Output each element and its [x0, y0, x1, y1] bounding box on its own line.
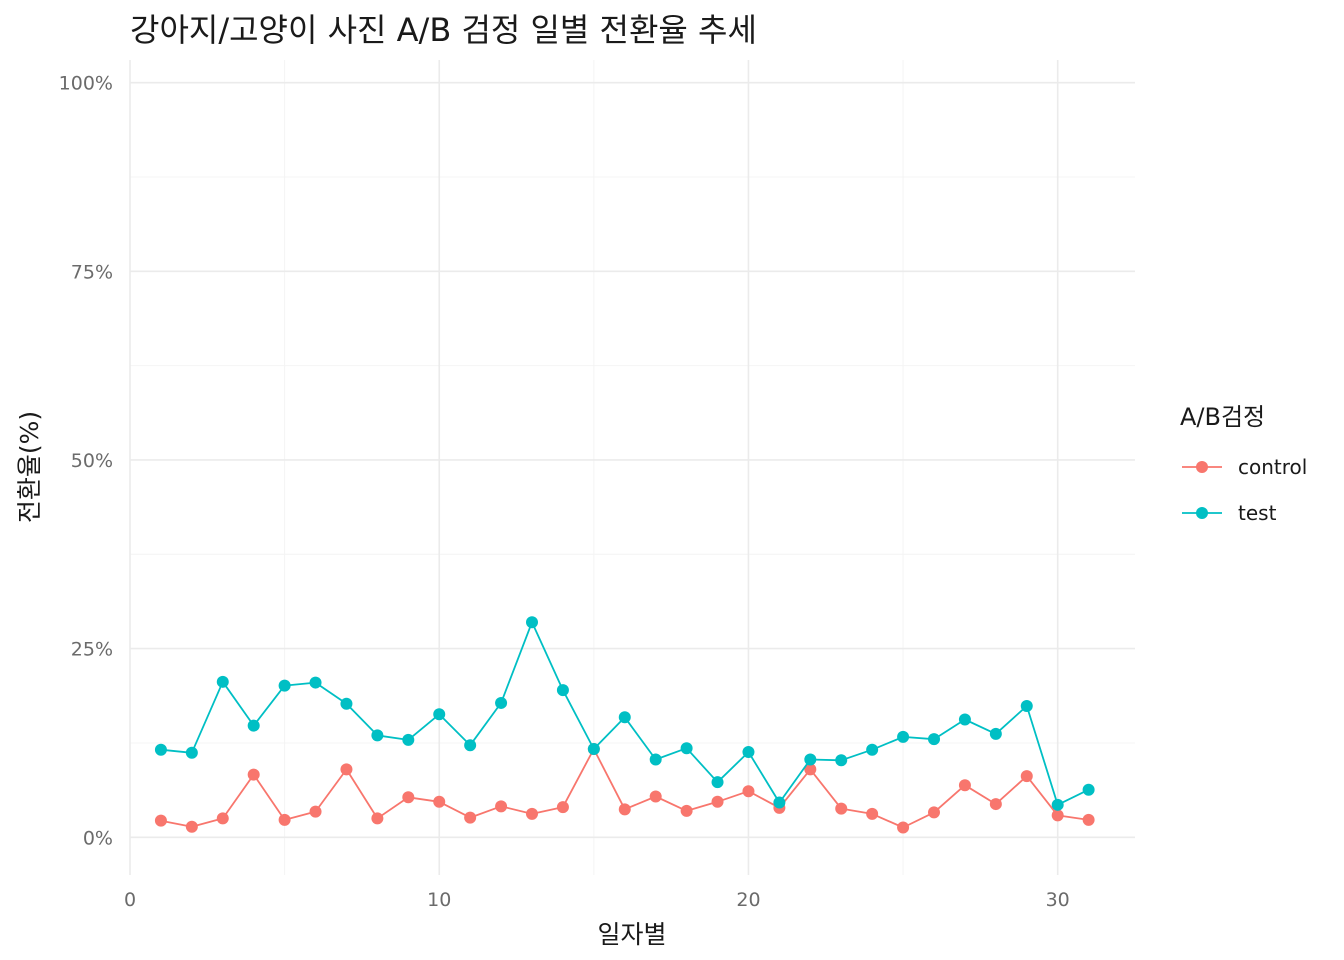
point-test — [309, 676, 322, 689]
point-control — [649, 790, 662, 803]
point-test — [154, 743, 167, 756]
point-test — [649, 753, 662, 766]
point-control — [835, 802, 848, 815]
point-control — [1051, 809, 1064, 822]
point-test — [278, 679, 291, 692]
x-tick-label: 10 — [427, 889, 451, 911]
y-tick-label: 0% — [83, 827, 113, 849]
point-test — [680, 742, 693, 755]
point-control — [897, 821, 910, 834]
point-control — [680, 804, 693, 817]
point-test — [371, 729, 384, 742]
point-test — [618, 711, 631, 724]
point-test — [495, 696, 508, 709]
y-tick-label: 25% — [71, 639, 113, 661]
point-control — [371, 812, 384, 825]
x-tick-label: 30 — [1046, 889, 1070, 911]
point-control — [185, 820, 198, 833]
point-control — [340, 763, 353, 776]
point-control — [618, 803, 631, 816]
series-line-control — [160, 748, 1089, 829]
point-control — [433, 795, 446, 808]
point-control — [247, 768, 260, 781]
point-control — [495, 800, 508, 813]
y-tick-label: 50% — [71, 450, 113, 472]
point-control — [804, 763, 817, 776]
point-control — [958, 779, 971, 792]
point-control — [556, 801, 569, 814]
x-tick-label: 20 — [736, 889, 760, 911]
x-tick-label: 0 — [124, 889, 136, 911]
point-test — [556, 684, 569, 697]
point-test — [464, 739, 477, 752]
point-control — [1082, 813, 1095, 826]
y-tick-label: 100% — [59, 73, 113, 95]
point-test — [804, 753, 817, 766]
series-layer — [154, 616, 1095, 834]
point-test — [928, 733, 940, 746]
point-test — [958, 713, 971, 726]
point-control — [928, 806, 940, 819]
legend-label-test: test — [1238, 501, 1277, 525]
point-control — [278, 813, 291, 826]
y-axis-title: 전환율(%) — [15, 411, 44, 523]
y-axis-ticks: 0% 25% 50% 75% 100% — [59, 73, 113, 850]
point-control — [216, 812, 229, 825]
point-control — [711, 795, 724, 808]
point-test — [587, 742, 600, 755]
legend-title: A/B검정 — [1180, 403, 1265, 431]
point-control — [989, 798, 1002, 811]
x-axis-ticks: 0 10 20 30 — [124, 889, 1070, 911]
point-control — [866, 807, 879, 820]
point-test — [247, 719, 260, 732]
legend-key-point-test — [1196, 507, 1208, 519]
point-test — [185, 746, 198, 759]
legend-label-control: control — [1238, 455, 1307, 479]
point-control — [1020, 770, 1033, 783]
point-test — [835, 754, 848, 767]
point-control — [526, 807, 538, 820]
legend: A/B검정 control test — [1180, 403, 1307, 525]
point-test — [866, 743, 879, 756]
point-test — [1051, 798, 1064, 811]
point-control — [309, 805, 322, 818]
legend-key-point-control — [1196, 461, 1208, 473]
point-control — [154, 814, 167, 827]
point-test — [402, 733, 415, 746]
point-control — [402, 791, 415, 804]
point-test — [340, 697, 353, 710]
grid — [129, 60, 1135, 875]
y-tick-label: 75% — [71, 261, 113, 283]
point-test — [989, 727, 1002, 740]
point-test — [1082, 783, 1095, 796]
point-test — [742, 745, 755, 758]
point-test — [433, 708, 446, 721]
chart-title: 강아지/고양이 사진 A/B 검정 일별 전환율 추세 — [130, 11, 757, 49]
point-test — [216, 675, 229, 688]
point-test — [526, 616, 538, 629]
point-test — [897, 730, 910, 743]
point-control — [742, 785, 755, 798]
point-control — [464, 811, 477, 824]
x-axis-title: 일자별 — [597, 920, 666, 949]
point-test — [711, 776, 724, 789]
point-test — [1020, 699, 1033, 712]
point-test — [773, 796, 786, 809]
